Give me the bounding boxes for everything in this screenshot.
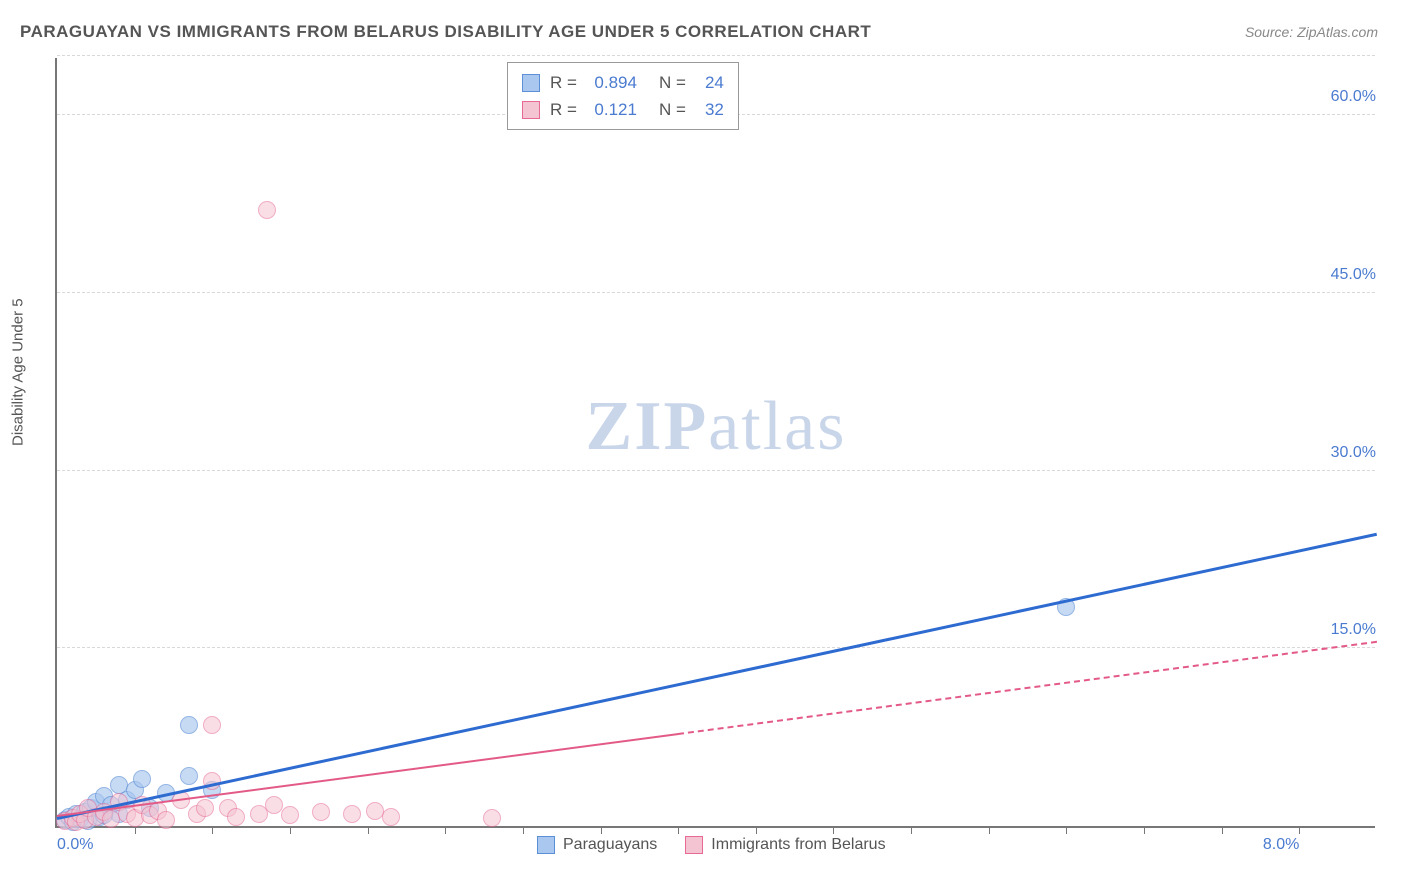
x-tick-label: 0.0% xyxy=(57,836,93,854)
legend-swatch xyxy=(685,836,703,854)
trend-line xyxy=(57,533,1378,820)
r-value: 0.121 xyxy=(587,96,637,123)
x-tick xyxy=(756,826,757,834)
scatter-point xyxy=(196,799,214,817)
y-tick-label: 30.0% xyxy=(1327,444,1380,462)
chart-title: PARAGUAYAN VS IMMIGRANTS FROM BELARUS DI… xyxy=(20,22,871,42)
y-tick-label: 15.0% xyxy=(1327,621,1380,639)
scatter-point xyxy=(180,767,198,785)
y-tick-label: 45.0% xyxy=(1327,266,1380,284)
x-tick-label: 8.0% xyxy=(1263,836,1299,854)
scatter-point xyxy=(258,201,276,219)
legend-label: Paraguayans xyxy=(563,836,657,854)
scatter-point xyxy=(281,806,299,824)
x-tick xyxy=(911,826,912,834)
gridline xyxy=(57,470,1375,471)
n-value: 32 xyxy=(696,96,724,123)
gridline xyxy=(57,55,1375,56)
x-tick xyxy=(1066,826,1067,834)
x-tick xyxy=(523,826,524,834)
legend-swatch xyxy=(522,101,540,119)
stats-row: R = 0.121 N = 32 xyxy=(522,96,724,123)
scatter-point xyxy=(203,716,221,734)
y-tick-label: 60.0% xyxy=(1327,88,1380,106)
scatter-point xyxy=(133,770,151,788)
legend-swatch xyxy=(537,836,555,854)
r-label: R = xyxy=(550,96,577,123)
x-tick xyxy=(135,826,136,834)
n-label: N = xyxy=(659,69,686,96)
trend-line xyxy=(678,640,1377,734)
legend-item: Paraguayans xyxy=(537,836,657,854)
x-tick xyxy=(1144,826,1145,834)
stats-legend: R = 0.894 N = 24 R = 0.121 N = 32 xyxy=(507,62,739,130)
x-tick xyxy=(989,826,990,834)
scatter-point xyxy=(180,716,198,734)
x-tick xyxy=(678,826,679,834)
source-attribution: Source: ZipAtlas.com xyxy=(1245,24,1378,40)
n-value: 24 xyxy=(696,69,724,96)
watermark: ZIPatlas xyxy=(586,387,847,467)
x-tick xyxy=(601,826,602,834)
scatter-point xyxy=(483,809,501,827)
gridline xyxy=(57,292,1375,293)
n-label: N = xyxy=(659,96,686,123)
scatter-point xyxy=(382,808,400,826)
x-tick xyxy=(212,826,213,834)
gridline xyxy=(57,647,1375,648)
scatter-point xyxy=(343,805,361,823)
x-tick xyxy=(1222,826,1223,834)
x-tick xyxy=(368,826,369,834)
x-tick xyxy=(445,826,446,834)
scatter-point xyxy=(312,803,330,821)
y-axis-title: Disability Age Under 5 xyxy=(10,298,27,446)
series-legend: Paraguayans Immigrants from Belarus xyxy=(537,836,886,854)
scatter-point xyxy=(227,808,245,826)
legend-swatch xyxy=(522,74,540,92)
x-tick xyxy=(290,826,291,834)
x-tick xyxy=(1299,826,1300,834)
legend-label: Immigrants from Belarus xyxy=(711,836,885,854)
r-label: R = xyxy=(550,69,577,96)
correlation-chart: PARAGUAYAN VS IMMIGRANTS FROM BELARUS DI… xyxy=(0,0,1406,892)
legend-item: Immigrants from Belarus xyxy=(685,836,885,854)
plot-area: ZIPatlas 15.0%30.0%45.0%60.0%0.0%8.0%R =… xyxy=(55,58,1375,828)
r-value: 0.894 xyxy=(587,69,637,96)
scatter-point xyxy=(157,811,175,829)
stats-row: R = 0.894 N = 24 xyxy=(522,69,724,96)
x-tick xyxy=(833,826,834,834)
